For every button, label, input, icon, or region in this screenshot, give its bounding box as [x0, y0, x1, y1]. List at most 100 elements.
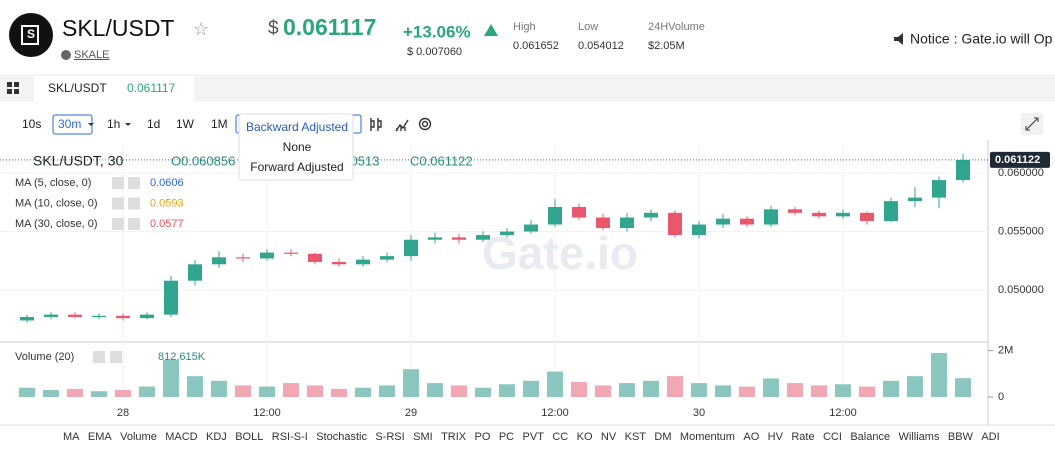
candle-body [668, 212, 682, 236]
candle-body [908, 197, 922, 202]
candle-body [308, 253, 322, 262]
candle-body [452, 237, 466, 240]
y-tick-label: 0.055000 [998, 225, 1044, 237]
fullscreen-icon [1025, 117, 1039, 131]
indicator[interactable]: BOLL [235, 431, 263, 443]
indicator[interactable]: MA [63, 431, 80, 443]
indicator[interactable]: EMA [88, 431, 113, 443]
candle-body [932, 180, 946, 198]
volume-bar [427, 383, 443, 397]
indicator[interactable]: MACD [165, 431, 197, 443]
tab-pair[interactable]: SKL/USDT [48, 81, 107, 95]
volume-bar [139, 386, 155, 397]
indicator[interactable]: PO [475, 431, 491, 443]
indicator[interactable]: DM [654, 431, 671, 443]
volume-bar [955, 378, 971, 397]
indicator[interactable]: BBW [948, 431, 974, 443]
adjust-option[interactable]: Backward Adjusted [246, 120, 348, 134]
ma-value: 0.0606 [150, 177, 184, 189]
indicator[interactable]: Balance [850, 431, 890, 443]
ma-close[interactable] [128, 197, 140, 210]
volume-bar [259, 386, 275, 397]
favorite-star[interactable]: ☆ [193, 19, 209, 39]
candle-body [476, 235, 490, 240]
volume-bar [67, 388, 83, 397]
indicator[interactable]: Williams [899, 431, 940, 443]
candle-body [644, 212, 658, 218]
indicator[interactable]: KO [577, 431, 593, 443]
candle-body [236, 257, 250, 259]
volume-bar [499, 384, 515, 397]
token-name[interactable]: SKALE [74, 49, 109, 61]
interval[interactable]: 1W [176, 117, 195, 131]
grid-icon[interactable] [7, 82, 19, 94]
ma-settings[interactable] [112, 218, 124, 230]
volume-legend-value: 812.615K [158, 351, 206, 363]
volume-bar [163, 359, 179, 397]
indicator[interactable]: CC [552, 431, 568, 443]
low-label: Low [578, 21, 598, 33]
interval[interactable]: 1h [107, 117, 120, 131]
currency: $ [268, 18, 279, 39]
volume-bar [547, 371, 563, 397]
vol-settings[interactable] [93, 351, 105, 363]
indicator[interactable]: Rate [791, 431, 814, 443]
indicator[interactable]: NV [601, 431, 617, 443]
indicator[interactable]: KST [625, 431, 647, 443]
tab[interactable] [34, 76, 194, 102]
ma-settings[interactable] [112, 177, 124, 189]
volume-bar [235, 385, 251, 397]
ma-settings[interactable] [112, 197, 124, 210]
indicator[interactable]: PC [499, 431, 514, 443]
candle-body [44, 314, 58, 317]
adjust-option[interactable]: None [283, 140, 312, 154]
indicator[interactable]: Stochastic [316, 431, 367, 443]
logo-mark [21, 25, 39, 45]
adjust-option[interactable]: Forward Adjusted [250, 160, 343, 174]
volume-label: 24HVolume [648, 21, 705, 33]
interval[interactable]: 1M [211, 117, 228, 131]
volume-bar [355, 387, 371, 397]
indicator[interactable]: PVT [523, 431, 545, 443]
indicator[interactable]: SMI [413, 431, 433, 443]
indicator[interactable]: Volume [120, 431, 157, 443]
y-tick-label: 0.050000 [998, 284, 1044, 296]
volume-tick-label: 2M [998, 345, 1013, 357]
indicator[interactable]: AO [743, 431, 759, 443]
vol-close[interactable] [110, 351, 122, 363]
candle-body [212, 257, 226, 265]
interval[interactable]: 10s [22, 117, 41, 131]
indicator[interactable]: CCI [823, 431, 842, 443]
toolbar-icons[interactable] [370, 117, 432, 132]
ma-label: MA (10, close, 0) [15, 197, 98, 209]
indicator[interactable]: S-RSI [375, 431, 404, 443]
ma-close[interactable] [128, 177, 140, 189]
volume-bar [907, 376, 923, 397]
change-usd: $ 0.007060 [407, 46, 462, 58]
candle-body [572, 206, 586, 218]
indicator[interactable]: KDJ [206, 431, 227, 443]
candle-body [20, 316, 34, 321]
caret [125, 123, 131, 126]
indicator[interactable]: TRIX [441, 431, 467, 443]
volume-bar [667, 376, 683, 397]
indicator[interactable]: ADI [981, 431, 999, 443]
indicator[interactable]: Momentum [680, 431, 735, 443]
volume-bar [331, 388, 347, 397]
candle-body [356, 259, 370, 265]
volume-bar [859, 386, 875, 397]
candle-body [716, 218, 730, 225]
indicator[interactable]: HV [768, 431, 784, 443]
candle-body [500, 231, 514, 236]
volume-bar [691, 383, 707, 397]
last-price-label: 0.061122 [995, 154, 1040, 166]
volume-bar [115, 390, 131, 397]
volume-legend: Volume (20) [15, 351, 74, 363]
notice[interactable]: Notice : Gate.io will Op [910, 31, 1053, 47]
ma-close[interactable] [128, 218, 140, 230]
change-pct: +13.06% [403, 22, 471, 41]
interval[interactable]: 1d [147, 117, 160, 131]
indicator[interactable]: RSI-S-I [272, 431, 308, 443]
interval[interactable]: 30m [58, 117, 81, 131]
